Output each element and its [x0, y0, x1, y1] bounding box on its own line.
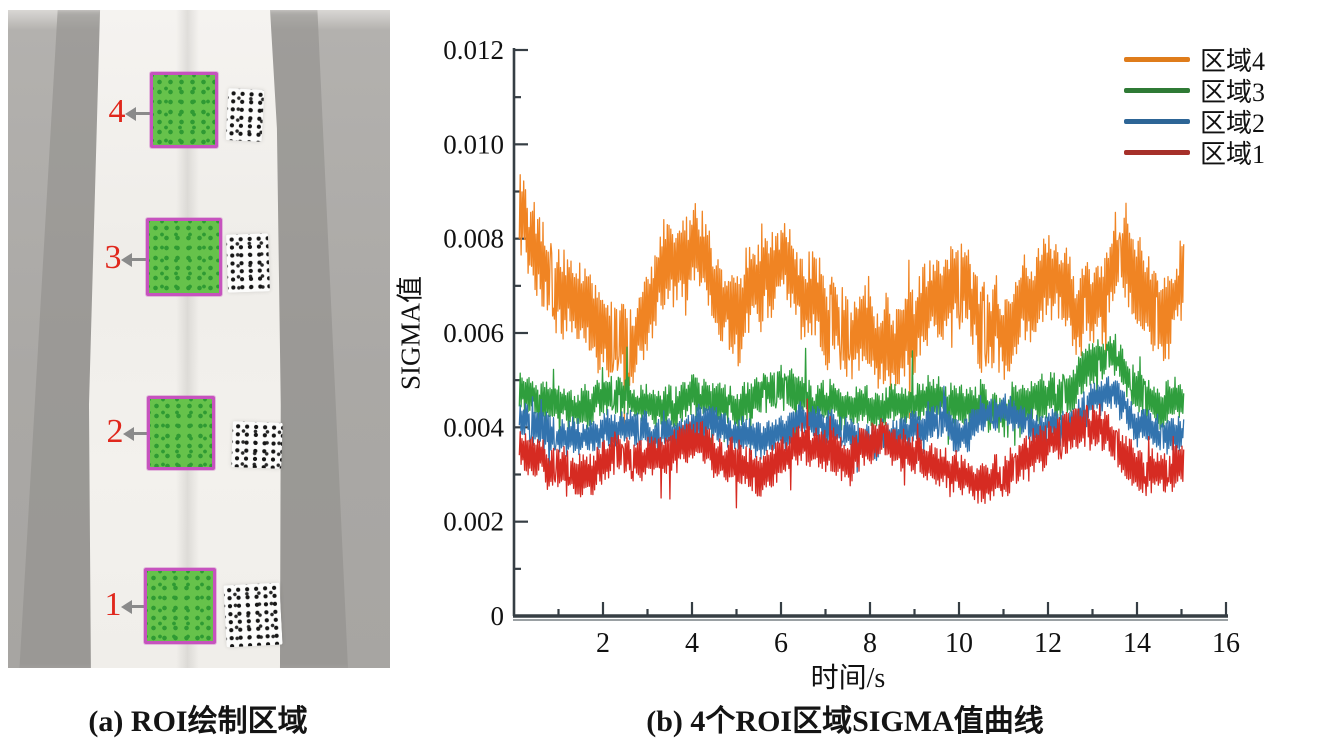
x-tick-label: 14 [1123, 628, 1151, 659]
y-tick-label: 0.006 [443, 318, 504, 348]
series-line-区域1 [518, 398, 1185, 509]
x-axis-label: 时间/s [810, 663, 886, 694]
legend-line-swatch [1124, 57, 1190, 62]
caption-panel-b: (b) 4个ROI区域SIGMA值曲线 [646, 705, 1044, 738]
chart-legend: 区域4 区域3 区域2 区域1 [1124, 44, 1266, 169]
legend-item-region4: 区域4 [1124, 44, 1266, 76]
y-tick-label: 0.008 [443, 224, 504, 254]
speckle-pattern-1 [223, 582, 283, 648]
roi-label-2: 2 [106, 413, 124, 450]
legend-item-region3: 区域3 [1124, 75, 1266, 107]
legend-label: 区域3 [1200, 78, 1266, 107]
y-tick-label: 0.010 [443, 129, 504, 159]
legend-item-region2: 区域2 [1124, 106, 1266, 138]
legend-line-swatch [1124, 119, 1190, 124]
legend-line-swatch [1124, 150, 1190, 155]
x-tick-label: 6 [774, 628, 788, 659]
series-line-区域4 [518, 174, 1185, 426]
roi-box-2 [147, 396, 215, 470]
x-tick-label: 12 [1034, 628, 1062, 659]
roi-label-1: 1 [104, 586, 122, 623]
sigma-chart: 2 4 6 8 10 12 14 16 0 0.002 0.004 0.006 0.008 0.010 0.… [443, 35, 1240, 659]
x-tick-label: 8 [863, 628, 877, 659]
roi-box-3 [146, 218, 222, 296]
roi-box-4 [150, 72, 218, 148]
x-tick-label: 10 [945, 628, 973, 659]
roi-box-1 [144, 568, 216, 644]
y-axis-label: SIGMA值 [395, 275, 426, 391]
legend-label: 区域2 [1200, 109, 1266, 138]
roi-label-4: 4 [108, 93, 126, 130]
x-tick-label: 16 [1212, 628, 1240, 659]
y-tick-label: 0.004 [443, 412, 504, 442]
y-tick-label: 0.012 [443, 35, 504, 65]
legend-item-region1: 区域1 [1124, 137, 1266, 169]
x-tick-label: 4 [685, 628, 699, 659]
legend-line-swatch [1124, 88, 1190, 93]
caption-panel-a: (a) ROI绘制区域 [88, 705, 308, 738]
speckle-pattern-3 [226, 233, 270, 293]
roi-arrow-icon [125, 107, 162, 120]
y-tick-label: 0 [491, 601, 505, 631]
speckle-pattern-4 [225, 88, 265, 142]
panel-a-photo: 4 3 2 1 [8, 10, 390, 668]
series-line-区域3 [518, 333, 1185, 456]
roi-arrow-icon [121, 253, 158, 266]
x-tick-label: 2 [596, 628, 610, 659]
roi-label-3: 3 [104, 239, 122, 276]
legend-label: 区域4 [1200, 47, 1266, 76]
speckle-pattern-2 [231, 421, 283, 469]
y-tick-label: 0.002 [443, 507, 504, 537]
legend-label: 区域1 [1200, 140, 1266, 169]
